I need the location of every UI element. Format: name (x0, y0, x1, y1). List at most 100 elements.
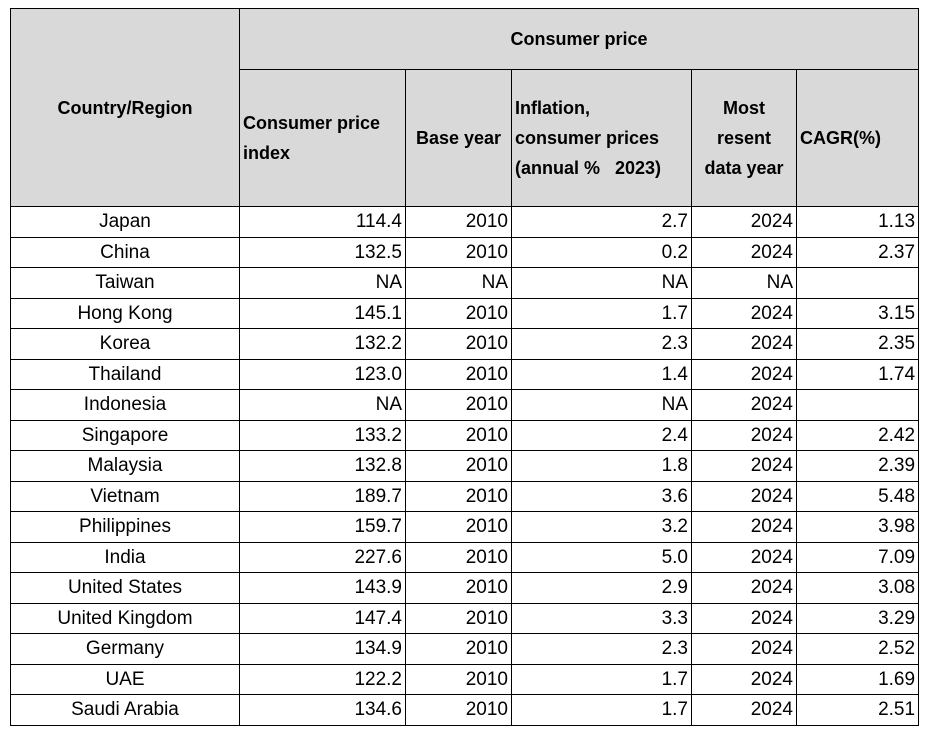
base-year-cell: 2010 (405, 633, 512, 665)
cagr-cell: 1.13 (795, 206, 920, 238)
table-row: India 227.6 2010 5.0 2024 7.09 (10, 541, 920, 573)
country-cell: Vietnam (10, 480, 240, 512)
inflation-cell: 3.6 (511, 480, 692, 512)
cpi-cell: 114.4 (239, 206, 406, 238)
table-row: Singapore 133.2 2010 2.4 2024 2.42 (10, 419, 920, 451)
cpi-cell: 132.8 (239, 450, 406, 482)
cagr-cell: 3.98 (795, 511, 920, 543)
country-cell: UAE (10, 663, 240, 695)
table-row: China 132.5 2010 0.2 2024 2.37 (10, 236, 920, 268)
recent-header-line1: Most (723, 98, 765, 118)
base-year-cell: 2010 (405, 236, 512, 268)
cagr-cell: 5.48 (795, 480, 920, 512)
cpi-cell: 132.5 (239, 236, 406, 268)
country-cell: Japan (10, 206, 240, 238)
recent-year-cell: 2024 (691, 572, 797, 604)
inflation-header-line3: (annual % 2023) (515, 158, 662, 178)
country-cell: Indonesia (10, 389, 240, 421)
cpi-cell: 189.7 (239, 480, 406, 512)
table-row: Saudi Arabia 134.6 2010 1.7 2024 2.51 (10, 694, 920, 726)
table-row: UAE 122.2 2010 1.7 2024 1.69 (10, 663, 920, 695)
base-year-cell: 2010 (405, 450, 512, 482)
base-year-cell: 2010 (405, 694, 512, 726)
cagr-cell: 2.42 (795, 419, 920, 451)
cpi-header-line2: index (243, 143, 291, 163)
inflation-cell: 1.4 (511, 358, 692, 390)
cagr-cell: 3.15 (795, 297, 920, 329)
base-year-header: Base year (405, 69, 512, 207)
table-row: Germany 134.9 2010 2.3 2024 2.52 (10, 633, 920, 665)
cpi-cell: NA (239, 267, 406, 299)
base-year-cell: 2010 (405, 663, 512, 695)
cpi-cell: 143.9 (239, 572, 406, 604)
header-columns-row: Consumer price index Base year Inflation… (11, 69, 920, 207)
cagr-cell (795, 267, 920, 299)
cagr-header: CAGR(%) (795, 69, 920, 207)
base-year-cell: 2010 (405, 480, 512, 512)
cpi-cell: 147.4 (239, 602, 406, 634)
inflation-cell: 2.7 (511, 206, 692, 238)
cpi-cell: 227.6 (239, 541, 406, 573)
inflation-cell: 2.3 (511, 633, 692, 665)
inflation-cell: 3.2 (511, 511, 692, 543)
cagr-cell: 2.52 (795, 633, 920, 665)
recent-year-cell: 2024 (691, 694, 797, 726)
base-year-cell: 2010 (405, 419, 512, 451)
cpi-cell: 123.0 (239, 358, 406, 390)
recent-year-cell: 2024 (691, 358, 797, 390)
inflation-header-line1: Inflation, (515, 98, 590, 118)
header-group-row: Country/Region Consumer price (10, 8, 920, 207)
inflation-cell: 1.8 (511, 450, 692, 482)
cpi-cell: NA (239, 389, 406, 421)
inflation-header: Inflation, consumer prices (annual % 202… (511, 69, 692, 207)
cagr-cell: 2.37 (795, 236, 920, 268)
base-year-cell: 2010 (405, 358, 512, 390)
inflation-cell: 0.2 (511, 236, 692, 268)
cpi-header-line1: Consumer price (243, 113, 381, 133)
cpi-cell: 145.1 (239, 297, 406, 329)
country-cell: United States (10, 572, 240, 604)
cagr-cell (795, 389, 920, 421)
table-row: Taiwan NA NA NA NA (10, 267, 920, 299)
base-year-cell: 2010 (405, 511, 512, 543)
cpi-cell: 132.2 (239, 328, 406, 360)
recent-year-header: Most resent data year (691, 69, 797, 207)
inflation-cell: 1.7 (511, 663, 692, 695)
inflation-cell: 3.3 (511, 602, 692, 634)
recent-year-cell: 2024 (691, 541, 797, 573)
inflation-cell: 1.7 (511, 694, 692, 726)
table-row: Hong Kong 145.1 2010 1.7 2024 3.15 (10, 297, 920, 329)
table-row: Japan 114.4 2010 2.7 2024 1.13 (10, 206, 920, 238)
inflation-cell: NA (511, 267, 692, 299)
cagr-cell: 1.74 (795, 358, 920, 390)
recent-year-cell: 2024 (691, 419, 797, 451)
cpi-cell: 122.2 (239, 663, 406, 695)
cagr-cell: 3.08 (795, 572, 920, 604)
table-row: Philippines 159.7 2010 3.2 2024 3.98 (10, 511, 920, 543)
recent-year-cell: 2024 (691, 602, 797, 634)
table-body: Japan 114.4 2010 2.7 2024 1.13 China 132.5 2010 0… (10, 206, 920, 726)
table-row: Malaysia 132.8 2010 1.8 2024 2.39 (10, 450, 920, 482)
recent-year-cell: NA (691, 267, 797, 299)
country-cell: Singapore (10, 419, 240, 451)
table-row: United Kingdom 147.4 2010 3.3 2024 3.29 (10, 602, 920, 634)
country-cell: Germany (10, 633, 240, 665)
country-cell: India (10, 541, 240, 573)
country-cell: Taiwan (10, 267, 240, 299)
base-year-cell: 2010 (405, 389, 512, 421)
cagr-cell: 2.39 (795, 450, 920, 482)
recent-header-line3: data year (704, 158, 784, 178)
table-row: United States 143.9 2010 2.9 2024 3.08 (10, 572, 920, 604)
cpi-cell: 134.6 (239, 694, 406, 726)
cagr-cell: 1.69 (795, 663, 920, 695)
inflation-cell: 2.9 (511, 572, 692, 604)
recent-year-cell: 2024 (691, 450, 797, 482)
base-year-cell: 2010 (405, 206, 512, 238)
cagr-cell: 3.29 (795, 602, 920, 634)
recent-year-cell: 2024 (691, 663, 797, 695)
base-year-cell: 2010 (405, 572, 512, 604)
country-cell: Korea (10, 328, 240, 360)
recent-year-cell: 2024 (691, 236, 797, 268)
base-year-cell: 2010 (405, 328, 512, 360)
country-cell: Malaysia (10, 450, 240, 482)
